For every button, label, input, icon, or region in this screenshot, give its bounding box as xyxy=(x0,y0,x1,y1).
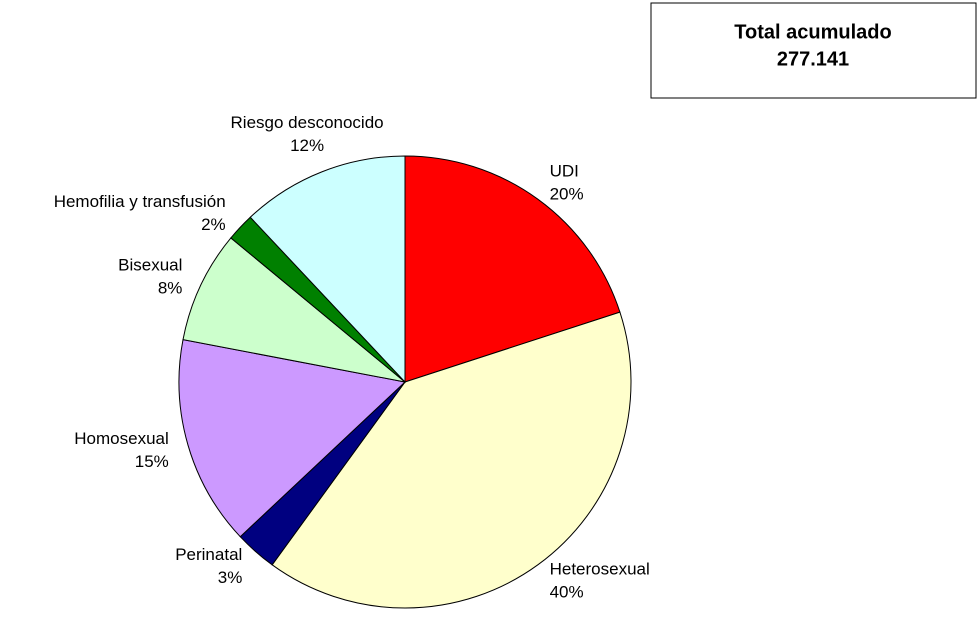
slice-value-label: 8% xyxy=(158,279,183,298)
slice-label: Riesgo desconocido xyxy=(231,113,384,132)
pie-slice xyxy=(178,339,407,538)
pie-slice xyxy=(271,311,632,609)
slice-label: Perinatal xyxy=(175,545,242,564)
slice-label: Hemofilia y transfusión xyxy=(54,192,226,211)
total-box: Total acumulado 277.141 xyxy=(650,2,977,99)
pie-slice xyxy=(182,237,406,383)
slice-value-label: 15% xyxy=(135,452,169,471)
slice-value-label: 3% xyxy=(218,568,243,587)
slice-value-label: 2% xyxy=(201,215,226,234)
slice-label: UDI xyxy=(550,161,579,180)
pie-slice xyxy=(249,155,406,384)
slice-value-label: 20% xyxy=(550,184,584,203)
slice-value-label: 40% xyxy=(550,583,584,602)
slice-label: Homosexual xyxy=(74,429,169,448)
total-value: 277.141 xyxy=(777,48,849,70)
slice-label: Bisexual xyxy=(118,256,182,275)
total-box-frame xyxy=(650,2,977,99)
pie-slice xyxy=(404,155,621,383)
slice-value-label: 12% xyxy=(290,136,324,155)
total-title: Total acumulado xyxy=(734,21,891,43)
slice-label: Heterosexual xyxy=(550,560,650,579)
